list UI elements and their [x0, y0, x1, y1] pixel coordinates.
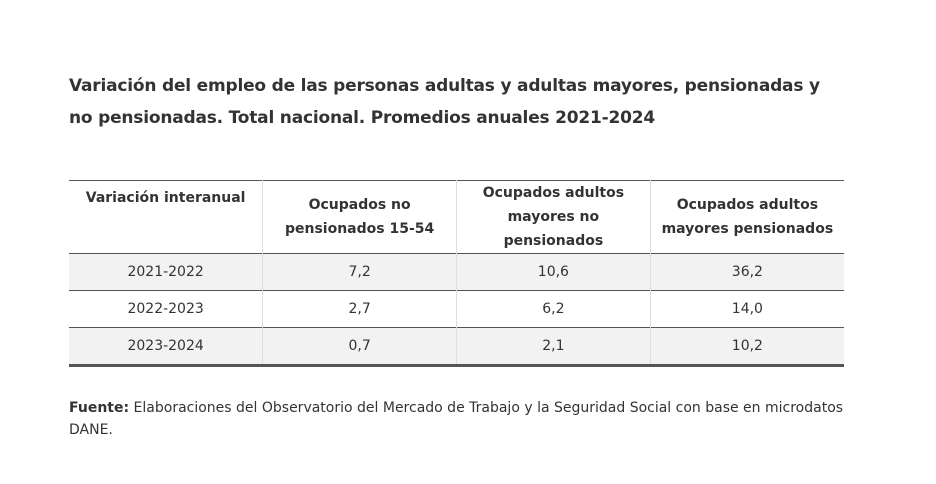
content: Variación del empleo de las personas adu…: [69, 70, 844, 441]
cell: 36,2: [649, 253, 844, 291]
table-body: 2021-2022 7,2 10,6 36,2 2022-2023 2,7 6,2 14,0 2…: [69, 253, 844, 366]
row-label: 2021-2022: [127, 264, 204, 280]
cell: 6,2: [456, 290, 651, 328]
header-row: Variación interanual Ocupados no pensiona…: [69, 180, 844, 254]
source-text: Elaboraciones del Observatorio del Merca…: [69, 400, 844, 438]
title: Variación del empleo de las personas adu…: [69, 76, 820, 128]
source: Fuente: Elaboraciones del Observatorio d…: [69, 397, 844, 441]
cell: 2,1: [456, 327, 651, 366]
cell: 10,2: [649, 327, 844, 366]
cell: 2,7: [262, 290, 457, 328]
table-row: 2021-2022 7,2 10,6 36,2: [69, 253, 844, 291]
table-head: Variación interanual Ocupados no pensiona…: [69, 180, 844, 254]
cell: 14,0: [649, 290, 844, 328]
row-label: 2022-2023: [127, 301, 204, 317]
source-label: Fuente:: [69, 400, 130, 416]
column-header: Variación interanual: [85, 190, 246, 206]
column-header: Ocupados adultos mayores no pensionados: [456, 180, 651, 254]
table-row: 2023-2024 0,7 2,1 10,2: [69, 327, 844, 366]
cell: 10,6: [456, 253, 651, 291]
table-row: 2022-2023 2,7 6,2 14,0: [69, 290, 844, 328]
column-header: Ocupados no pensionados 15-54: [262, 180, 457, 254]
cell: 7,2: [262, 253, 457, 291]
data-table: Variación interanual Ocupados no pensiona…: [69, 180, 844, 367]
row-label: 2023-2024: [127, 338, 204, 354]
column-header: Ocupados adultos mayores pensionados: [649, 180, 844, 254]
cell: 0,7: [262, 327, 457, 366]
